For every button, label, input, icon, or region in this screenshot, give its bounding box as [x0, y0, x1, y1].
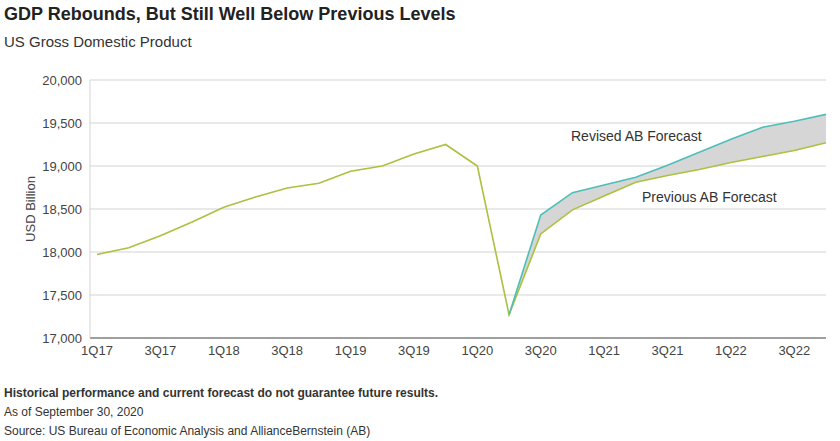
svg-text:USD Billion: USD Billion — [23, 176, 38, 242]
svg-text:19,000: 19,000 — [42, 159, 82, 174]
html-text:Historical performance and cur: Historical performance and current forec… — [4, 386, 439, 400]
svg-text:20,000: 20,000 — [42, 73, 82, 88]
svg-text:1Q22: 1Q22 — [715, 343, 747, 358]
html-text:Previous AB Forecast: Previous AB Forecast — [642, 189, 777, 205]
svg-text:1Q21: 1Q21 — [588, 343, 620, 358]
svg-text:1Q17: 1Q17 — [81, 343, 113, 358]
svg-text:3Q17: 3Q17 — [144, 343, 176, 358]
svg-text:1Q18: 1Q18 — [208, 343, 240, 358]
svg-text:17,000: 17,000 — [42, 331, 82, 346]
html-text:US Gross Domestic Product: US Gross Domestic Product — [4, 33, 192, 50]
svg-text:3Q18: 3Q18 — [271, 343, 303, 358]
svg-text:3Q22: 3Q22 — [778, 343, 810, 358]
svg-text:1Q20: 1Q20 — [461, 343, 493, 358]
svg-text:3Q20: 3Q20 — [525, 343, 557, 358]
html-text:Source: US Bureau of Economic: Source: US Bureau of Economic Analysis a… — [4, 424, 371, 438]
html-text:As of September 30, 2020: As of September 30, 2020 — [4, 405, 144, 419]
svg-text:3Q21: 3Q21 — [652, 343, 684, 358]
svg-text:18,000: 18,000 — [42, 245, 82, 260]
svg-text:19,500: 19,500 — [42, 116, 82, 131]
html-text:GDP Rebounds, But Still Well B: GDP Rebounds, But Still Well Below Previ… — [4, 4, 456, 24]
svg-text:3Q19: 3Q19 — [398, 343, 430, 358]
html-text:Revised AB Forecast: Revised AB Forecast — [571, 128, 702, 144]
svg-text:17,500: 17,500 — [42, 288, 82, 303]
svg-text:1Q19: 1Q19 — [335, 343, 367, 358]
svg-text:18,500: 18,500 — [42, 202, 82, 217]
